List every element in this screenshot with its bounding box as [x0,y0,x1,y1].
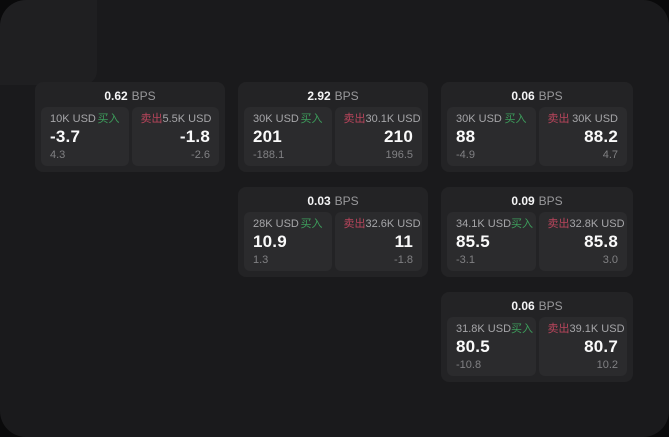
buy-panel[interactable]: 30K USD 买入 88 -4.9 [447,107,536,166]
buy-size: 30K USD [456,113,502,125]
buy-price: 85.5 [456,232,490,251]
sell-panel[interactable]: 卖出 39.1K USD 80.7 10.2 [538,317,627,376]
sell-panel[interactable]: 卖出 32.6K USD 11 -1.8 [334,212,422,271]
card-header: 0.62 BPS [35,82,225,107]
quote-card-2: 2.92 BPS 30K USD 买入 201 -188.1 卖出 30.1K … [238,82,428,172]
bps-value: 0.09 [511,193,535,208]
bps-value: 0.06 [511,88,535,103]
quote-panels: 34.1K USD 买入 85.5 -3.1 卖出 32.8K USD 85.8… [447,212,627,271]
sell-label: 卖出 [343,218,366,230]
corner-highlight [0,0,97,85]
buy-size: 28K USD [253,218,299,230]
buy-label: 买入 [300,218,323,230]
sell-sub-value: 4.7 [602,149,618,161]
quote-card-5: 0.09 BPS 34.1K USD 买入 85.5 -3.1 卖出 32.8K… [441,187,633,277]
buy-size: 34.1K USD [456,218,512,230]
bps-value: 0.03 [307,193,331,208]
bps-unit: BPS [538,298,563,313]
sell-price: 80.7 [584,337,618,356]
buy-price: 10.9 [253,232,287,251]
sell-size: 30K USD [572,113,618,125]
quote-card-4: 0.03 BPS 28K USD 买入 10.9 1.3 卖出 32.6K US… [238,187,428,277]
quote-panels: 28K USD 买入 10.9 1.3 卖出 32.6K USD 11 -1.8 [244,212,422,271]
buy-size: 10K USD [50,113,96,125]
bps-unit: BPS [131,88,156,103]
buy-label: 买入 [511,218,534,230]
card-header: 2.92 BPS [238,82,428,107]
sell-price: 210 [384,127,413,146]
bps-unit: BPS [334,88,359,103]
quote-panels: 30K USD 买入 201 -188.1 卖出 30.1K USD 210 1… [244,107,422,166]
sell-panel[interactable]: 卖出 30.1K USD 210 196.5 [334,107,422,166]
buy-price: -3.7 [50,127,81,146]
sell-size: 30.1K USD [365,113,421,125]
bps-value: 0.62 [104,88,128,103]
bps-unit: BPS [334,193,359,208]
buy-panel[interactable]: 34.1K USD 买入 85.5 -3.1 [447,212,536,271]
buy-label: 买入 [504,113,527,125]
sell-size: 32.8K USD [569,218,625,230]
sell-sub-value: 3.0 [602,254,618,266]
quote-panels: 30K USD 买入 88 -4.9 卖出 30K USD 88.2 4.7 [447,107,627,166]
sell-price: 11 [394,232,413,251]
buy-sub-value: 1.3 [253,254,269,266]
sell-sub-value: 10.2 [596,359,618,371]
sell-size: 5.5K USD [162,113,212,125]
buy-panel[interactable]: 28K USD 买入 10.9 1.3 [244,212,332,271]
card-header: 0.06 BPS [441,292,633,317]
sell-label: 卖出 [547,323,570,335]
buy-panel[interactable]: 30K USD 买入 201 -188.1 [244,107,332,166]
sell-panel[interactable]: 卖出 32.8K USD 85.8 3.0 [538,212,627,271]
bps-value: 2.92 [307,88,331,103]
quote-card-3: 0.06 BPS 30K USD 买入 88 -4.9 卖出 30K USD 8… [441,82,633,172]
sell-label: 卖出 [547,113,570,125]
sell-size: 32.6K USD [365,218,421,230]
buy-panel[interactable]: 31.8K USD 买入 80.5 -10.8 [447,317,536,376]
card-header: 0.06 BPS [441,82,633,107]
card-header: 0.09 BPS [441,187,633,212]
sell-label: 卖出 [547,218,570,230]
buy-size: 30K USD [253,113,299,125]
sell-sub-value: -1.8 [394,254,413,266]
buy-label: 买入 [300,113,323,125]
buy-sub-value: -3.1 [456,254,475,266]
quote-panels: 31.8K USD 买入 80.5 -10.8 卖出 39.1K USD 80.… [447,317,627,376]
sell-size: 39.1K USD [569,323,625,335]
sell-price: 88.2 [584,127,618,146]
buy-sub-value: -4.9 [456,149,475,161]
card-header: 0.03 BPS [238,187,428,212]
buy-price: 201 [253,127,282,146]
bps-value: 0.06 [511,298,535,313]
buy-sub-value: -10.8 [456,359,482,371]
sell-sub-value: 196.5 [385,149,413,161]
sell-label: 卖出 [140,113,163,125]
buy-price: 88 [456,127,476,146]
buy-price: 80.5 [456,337,490,356]
buy-label: 买入 [511,323,534,335]
sell-price: 85.8 [584,232,618,251]
bps-unit: BPS [538,88,563,103]
bps-unit: BPS [538,193,563,208]
sell-price: -1.8 [179,127,210,146]
sell-panel[interactable]: 卖出 5.5K USD -1.8 -2.6 [131,107,219,166]
buy-label: 买入 [97,113,120,125]
quote-card-6: 0.06 BPS 31.8K USD 买入 80.5 -10.8 卖出 39.1… [441,292,633,382]
quote-panels: 10K USD 买入 -3.7 4.3 卖出 5.5K USD -1.8 -2.… [41,107,219,166]
sell-sub-value: -2.6 [191,149,210,161]
buy-sub-value: 4.3 [50,149,66,161]
quote-card-1: 0.62 BPS 10K USD 买入 -3.7 4.3 卖出 5.5K USD… [35,82,225,172]
buy-size: 31.8K USD [456,323,512,335]
buy-panel[interactable]: 10K USD 买入 -3.7 4.3 [41,107,129,166]
buy-sub-value: -188.1 [253,149,285,161]
sell-label: 卖出 [343,113,366,125]
sell-panel[interactable]: 卖出 30K USD 88.2 4.7 [538,107,627,166]
